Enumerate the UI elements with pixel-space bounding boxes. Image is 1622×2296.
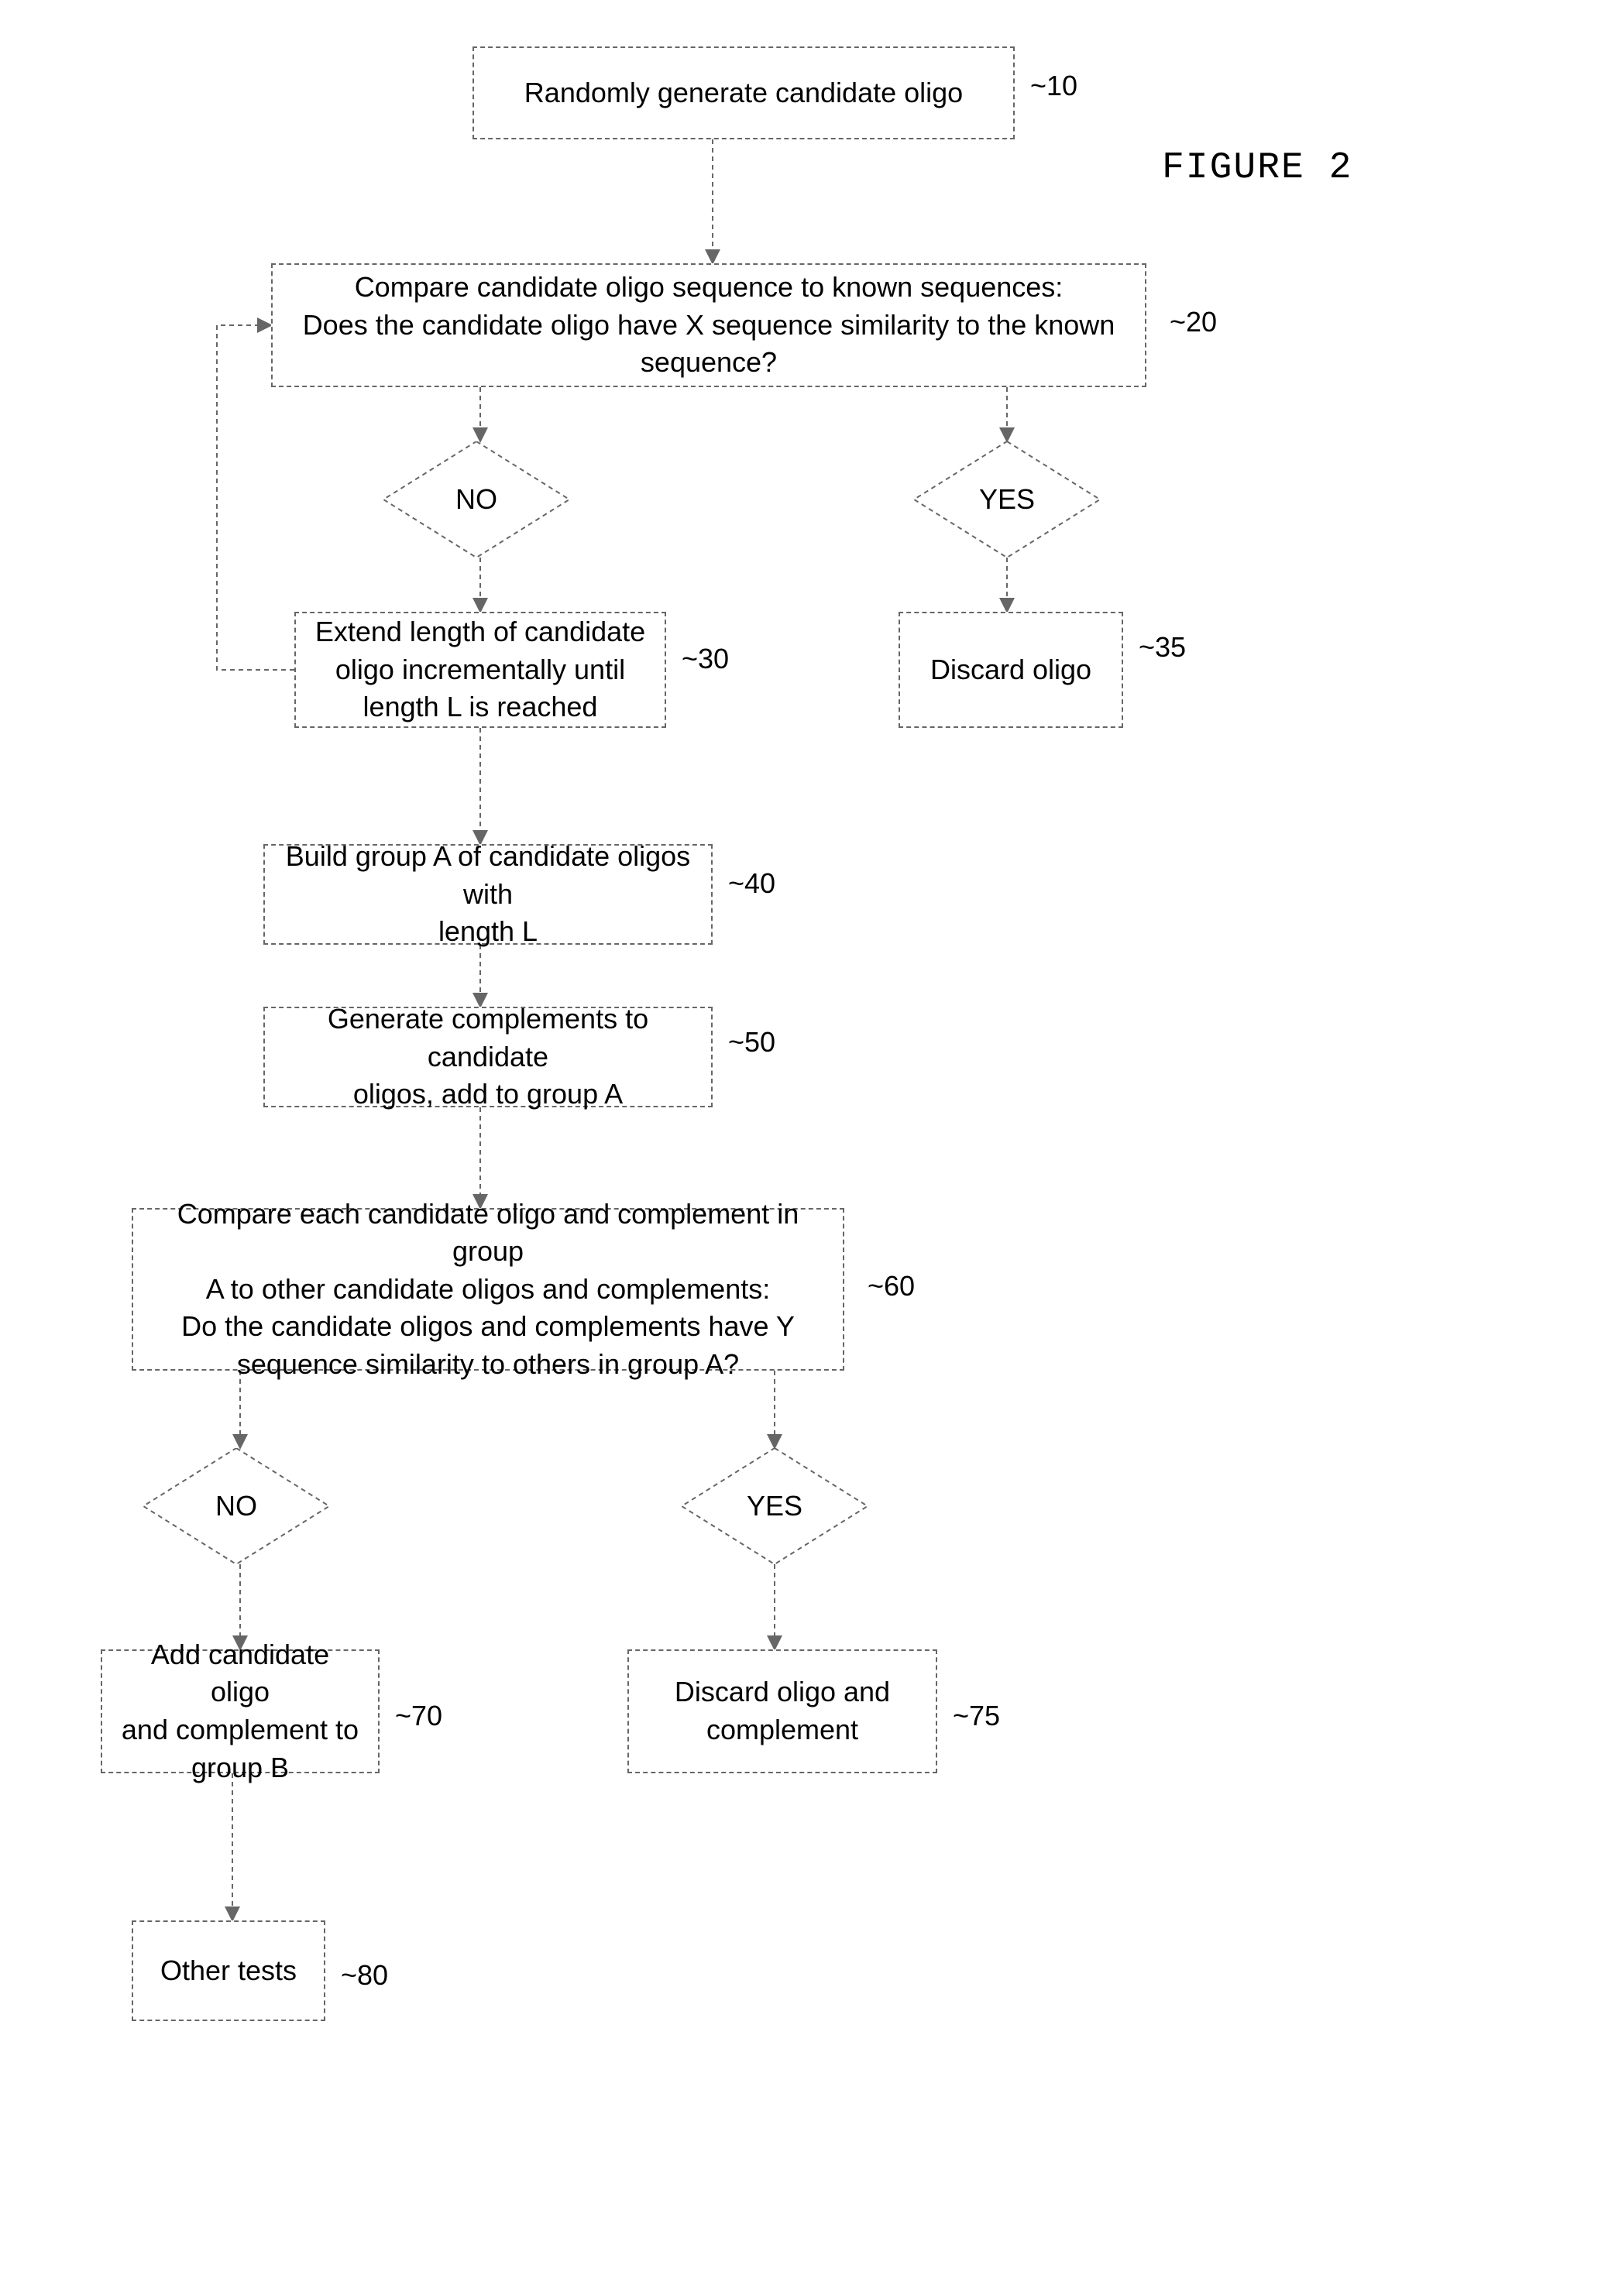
ref-label-n80: ~80 [341, 1959, 388, 1992]
ref-label-n30: ~30 [682, 643, 729, 675]
flow-node-n30: Extend length of candidate oligo increme… [294, 612, 666, 728]
decision-d20yes: YES [914, 441, 1100, 558]
ref-label-n70: ~70 [395, 1700, 442, 1732]
flow-node-text: Generate complements to candidate oligos… [280, 1000, 696, 1114]
flow-node-n20: Compare candidate oligo sequence to know… [271, 263, 1146, 387]
decision-d60no: NO [143, 1448, 329, 1564]
flow-node-text: Compare candidate oligo sequence to know… [303, 269, 1115, 382]
ref-label-n60: ~60 [868, 1270, 915, 1302]
flow-node-n10: Randomly generate candidate oligo [473, 46, 1015, 139]
flow-node-n40: Build group A of candidate oligos with l… [263, 844, 713, 945]
ref-label-n40: ~40 [728, 867, 775, 900]
figure-title: FIGURE 2 [1162, 147, 1352, 189]
ref-label-n10: ~10 [1030, 70, 1077, 102]
flow-node-text: Discard oligo [930, 651, 1091, 689]
flow-node-n70: Add candidate oligo and complement to gr… [101, 1649, 380, 1773]
ref-label-n50: ~50 [728, 1026, 775, 1059]
flow-node-n60: Compare each candidate oligo and complem… [132, 1208, 844, 1371]
flow-node-n35: Discard oligo [899, 612, 1123, 728]
flow-node-n80: Other tests [132, 1920, 325, 2021]
flow-node-text: Build group A of candidate oligos with l… [280, 838, 696, 951]
decision-text: NO [383, 441, 569, 558]
flow-node-text: Add candidate oligo and complement to gr… [118, 1636, 363, 1786]
flowchart-canvas: FIGURE 2 Randomly generate candidate oli… [0, 0, 1622, 2296]
decision-text: YES [914, 441, 1100, 558]
flow-node-text: Randomly generate candidate oligo [524, 74, 963, 112]
flow-node-text: Extend length of candidate oligo increme… [315, 613, 645, 726]
decision-text: NO [143, 1448, 329, 1564]
flow-node-text: Discard oligo and complement [675, 1673, 890, 1749]
flow-node-text: Other tests [160, 1952, 297, 1990]
flow-node-text: Compare each candidate oligo and complem… [149, 1196, 827, 1384]
flow-node-n50: Generate complements to candidate oligos… [263, 1007, 713, 1107]
ref-label-n20: ~20 [1170, 306, 1217, 338]
decision-d60yes: YES [682, 1448, 868, 1564]
decision-d20no: NO [383, 441, 569, 558]
ref-label-n35: ~35 [1139, 631, 1186, 664]
flow-node-n75: Discard oligo and complement [627, 1649, 937, 1773]
ref-label-n75: ~75 [953, 1700, 1000, 1732]
decision-text: YES [682, 1448, 868, 1564]
